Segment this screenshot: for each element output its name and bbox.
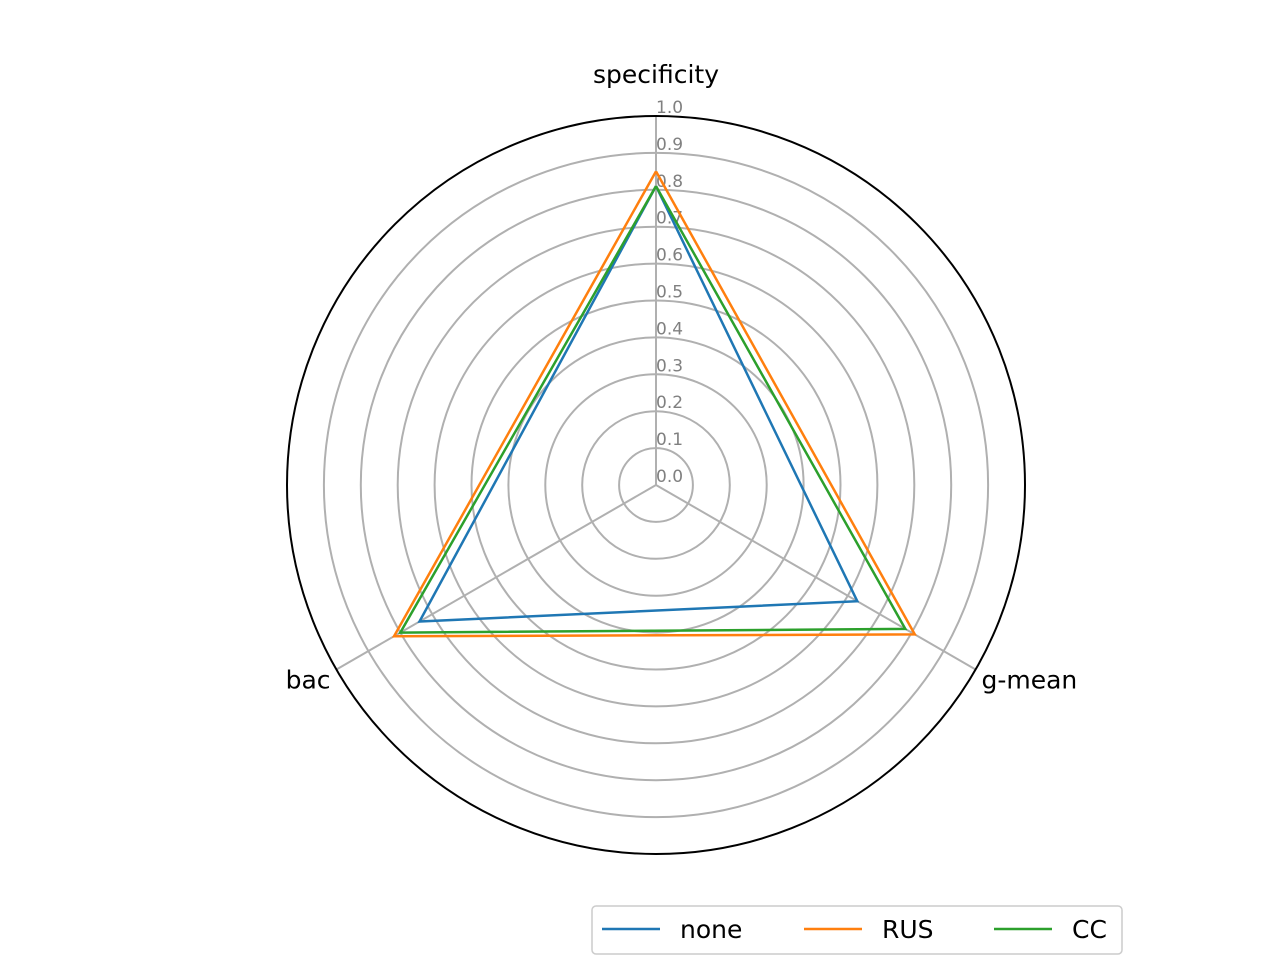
series-line-none bbox=[417, 185, 860, 623]
axis-label-g-mean: g-mean bbox=[981, 666, 1077, 695]
radial-tick-label: 0.9 bbox=[656, 135, 683, 155]
axis-spokes bbox=[335, 116, 977, 671]
axis-spoke bbox=[655, 484, 977, 671]
axis-label-bac: bac bbox=[286, 666, 331, 695]
legend-label-cc: CC bbox=[1072, 915, 1107, 944]
radial-tick-label: 0.2 bbox=[656, 393, 683, 413]
data-series bbox=[391, 170, 917, 638]
series-line-cc bbox=[398, 185, 908, 634]
legend: none RUS CC bbox=[591, 905, 1123, 955]
axis-spoke bbox=[335, 484, 657, 671]
radial-tick-labels: 0.00.10.20.30.40.50.60.70.80.91.0 bbox=[656, 98, 683, 487]
radial-tick-label: 0.6 bbox=[656, 246, 683, 266]
radial-tick-label: 0.8 bbox=[656, 172, 683, 192]
radial-tick-label: 1.0 bbox=[656, 98, 683, 118]
radial-tick-label: 0.3 bbox=[656, 356, 683, 376]
axis-label-specificity: specificity bbox=[593, 60, 719, 89]
series-line-rus bbox=[391, 170, 917, 638]
radial-tick-label: 0.5 bbox=[656, 283, 683, 303]
axis-labels: specificity g-mean bac bbox=[286, 60, 1078, 695]
legend-label-rus: RUS bbox=[882, 915, 934, 944]
outer-frame bbox=[286, 115, 1026, 855]
radial-tick-label: 0.1 bbox=[656, 430, 683, 450]
radial-tick-label: 0.4 bbox=[656, 319, 683, 339]
legend-label-none: none bbox=[680, 915, 742, 944]
radial-tick-label: 0.0 bbox=[656, 467, 683, 487]
